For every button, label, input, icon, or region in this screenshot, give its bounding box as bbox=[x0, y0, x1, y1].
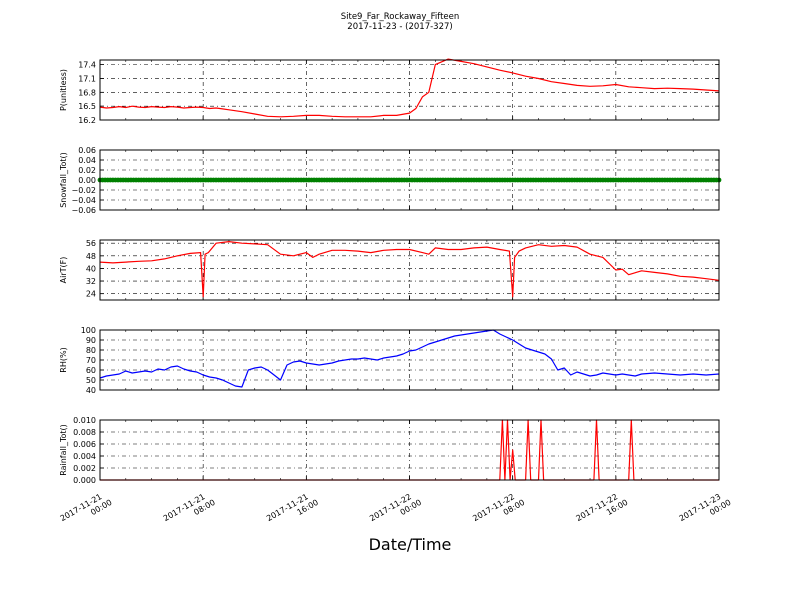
x-axis-label: Date/Time bbox=[369, 535, 452, 554]
y-tick-label: 56 bbox=[86, 239, 96, 248]
y-tick-label: 80 bbox=[86, 346, 96, 355]
y-tick-label: 17.1 bbox=[78, 74, 96, 83]
panel-frame bbox=[99, 149, 720, 211]
panel-1: 16.2 16.5 16.8 17.1 17.4 P(unitless) bbox=[59, 58, 720, 125]
y-tick-label: 32 bbox=[86, 277, 96, 286]
y-tick-label: 16.2 bbox=[78, 116, 96, 125]
panel-3: 24 32 40 48 56 AirT(F) bbox=[59, 239, 720, 301]
y-axis-label: Snowfall_Tot() bbox=[59, 152, 68, 208]
series-line bbox=[99, 241, 720, 298]
y-tick-label: 100 bbox=[81, 326, 96, 335]
y-axis-label: P(unitless) bbox=[59, 69, 68, 111]
panel-frame bbox=[99, 59, 720, 121]
y-tick-label: 40 bbox=[86, 264, 96, 273]
y-axis-label: AirT(F) bbox=[59, 257, 68, 284]
series-line bbox=[99, 58, 720, 118]
y-tick-label: 90 bbox=[86, 336, 96, 345]
y-tick-label: 0.006 bbox=[73, 440, 96, 449]
y-tick-label: 0.002 bbox=[73, 464, 96, 473]
y-tick-label: 0.008 bbox=[73, 428, 96, 437]
y-tick-label: 60 bbox=[86, 366, 96, 375]
y-tick-label: −0.04 bbox=[71, 196, 96, 205]
y-tick-label: 16.5 bbox=[78, 102, 96, 111]
panel-frame bbox=[99, 419, 720, 481]
panel-frame bbox=[99, 239, 720, 301]
y-tick-label: −0.02 bbox=[71, 186, 96, 195]
y-tick-label: 0.04 bbox=[78, 156, 96, 165]
y-tick-label: 0.010 bbox=[73, 416, 96, 425]
chart-subtitle: 2017-11-23 - (2017-327) bbox=[347, 22, 452, 32]
y-tick-label: 50 bbox=[86, 376, 96, 385]
y-tick-label: 17.4 bbox=[78, 61, 96, 70]
y-axis-label: Rainfall_Tot() bbox=[59, 424, 68, 476]
chart-panels: 16.216.516.817.117.4P(unitless)−0.06−0.0… bbox=[59, 58, 722, 485]
y-tick-label: 0.02 bbox=[78, 166, 96, 175]
y-tick-label: 0.004 bbox=[73, 452, 96, 461]
y-tick-label: 16.8 bbox=[78, 88, 96, 97]
y-tick-label: −0.06 bbox=[71, 206, 96, 215]
y-axis-label: RH(%) bbox=[59, 347, 68, 372]
y-tick-label: 70 bbox=[86, 356, 96, 365]
y-tick-label: 0.06 bbox=[78, 146, 96, 155]
panel-5: 0.000 0.002 0.004 0.006 0.008 0.010 Rainfall_T… bbox=[59, 416, 720, 485]
y-tick-label: 24 bbox=[86, 290, 96, 299]
y-tick-label: 40 bbox=[86, 386, 96, 395]
panel-frame bbox=[99, 329, 720, 391]
y-tick-label: 0.00 bbox=[78, 176, 96, 185]
panel-2: −0.06−0.04−0.020.000.020.040.06 Snowfall_… bbox=[59, 146, 722, 215]
chart-title: Site9_Far_Rockaway_Fifteen bbox=[341, 12, 460, 22]
y-tick-label: 48 bbox=[86, 252, 96, 261]
y-tick-label: 0.000 bbox=[73, 476, 96, 485]
series-line bbox=[99, 329, 720, 388]
